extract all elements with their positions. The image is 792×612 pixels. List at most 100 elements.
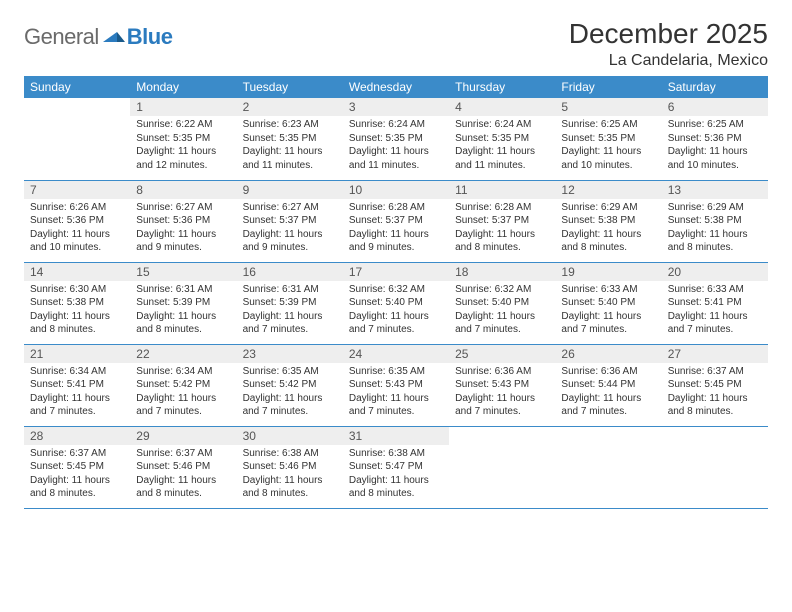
sunset-text: Sunset: 5:41 PM [668, 296, 762, 310]
sunrise-text: Sunrise: 6:35 AM [349, 365, 443, 379]
daylight-text: Daylight: 11 hours and 10 minutes. [561, 145, 655, 172]
day-cell: 2Sunrise: 6:23 AMSunset: 5:35 PMDaylight… [237, 98, 343, 180]
sunrise-text: Sunrise: 6:25 AM [561, 118, 655, 132]
day-body: Sunrise: 6:30 AMSunset: 5:38 PMDaylight:… [24, 281, 130, 341]
sunset-text: Sunset: 5:43 PM [455, 378, 549, 392]
sunset-text: Sunset: 5:43 PM [349, 378, 443, 392]
day-body: Sunrise: 6:33 AMSunset: 5:40 PMDaylight:… [555, 281, 661, 341]
sunset-text: Sunset: 5:45 PM [668, 378, 762, 392]
sunset-text: Sunset: 5:42 PM [243, 378, 337, 392]
sunrise-text: Sunrise: 6:28 AM [455, 201, 549, 215]
sunrise-text: Sunrise: 6:36 AM [455, 365, 549, 379]
logo: General Blue [24, 24, 172, 50]
header: General Blue December 2025 La Candelaria… [24, 18, 768, 70]
day-number: 18 [449, 263, 555, 281]
sunset-text: Sunset: 5:40 PM [455, 296, 549, 310]
day-cell: 13Sunrise: 6:29 AMSunset: 5:38 PMDayligh… [662, 180, 768, 262]
day-cell: 17Sunrise: 6:32 AMSunset: 5:40 PMDayligh… [343, 262, 449, 344]
day-number: 26 [555, 345, 661, 363]
day-cell: 5Sunrise: 6:25 AMSunset: 5:35 PMDaylight… [555, 98, 661, 180]
sunset-text: Sunset: 5:39 PM [136, 296, 230, 310]
day-cell: 29Sunrise: 6:37 AMSunset: 5:46 PMDayligh… [130, 426, 236, 508]
day-cell: 26Sunrise: 6:36 AMSunset: 5:44 PMDayligh… [555, 344, 661, 426]
daylight-text: Daylight: 11 hours and 7 minutes. [455, 310, 549, 337]
sunset-text: Sunset: 5:37 PM [455, 214, 549, 228]
sunrise-text: Sunrise: 6:31 AM [243, 283, 337, 297]
sunset-text: Sunset: 5:39 PM [243, 296, 337, 310]
daylight-text: Daylight: 11 hours and 7 minutes. [30, 392, 124, 419]
day-number: 5 [555, 98, 661, 116]
day-cell: 24Sunrise: 6:35 AMSunset: 5:43 PMDayligh… [343, 344, 449, 426]
sunset-text: Sunset: 5:36 PM [136, 214, 230, 228]
day-cell: 15Sunrise: 6:31 AMSunset: 5:39 PMDayligh… [130, 262, 236, 344]
day-cell: 28Sunrise: 6:37 AMSunset: 5:45 PMDayligh… [24, 426, 130, 508]
daylight-text: Daylight: 11 hours and 9 minutes. [349, 228, 443, 255]
day-body: Sunrise: 6:35 AMSunset: 5:43 PMDaylight:… [343, 363, 449, 423]
day-cell: 19Sunrise: 6:33 AMSunset: 5:40 PMDayligh… [555, 262, 661, 344]
sunrise-text: Sunrise: 6:38 AM [243, 447, 337, 461]
day-number: 23 [237, 345, 343, 363]
sunset-text: Sunset: 5:46 PM [243, 460, 337, 474]
weekday-header: Saturday [662, 76, 768, 98]
logo-text-general: General [24, 24, 99, 50]
day-cell [662, 426, 768, 508]
week-row: 28Sunrise: 6:37 AMSunset: 5:45 PMDayligh… [24, 426, 768, 508]
daylight-text: Daylight: 11 hours and 11 minutes. [349, 145, 443, 172]
day-body: Sunrise: 6:36 AMSunset: 5:43 PMDaylight:… [449, 363, 555, 423]
daylight-text: Daylight: 11 hours and 7 minutes. [243, 392, 337, 419]
sunrise-text: Sunrise: 6:27 AM [243, 201, 337, 215]
day-cell: 9Sunrise: 6:27 AMSunset: 5:37 PMDaylight… [237, 180, 343, 262]
day-number: 7 [24, 181, 130, 199]
day-cell: 23Sunrise: 6:35 AMSunset: 5:42 PMDayligh… [237, 344, 343, 426]
daylight-text: Daylight: 11 hours and 7 minutes. [349, 310, 443, 337]
week-row: 7Sunrise: 6:26 AMSunset: 5:36 PMDaylight… [24, 180, 768, 262]
daylight-text: Daylight: 11 hours and 8 minutes. [455, 228, 549, 255]
sunset-text: Sunset: 5:42 PM [136, 378, 230, 392]
day-cell: 6Sunrise: 6:25 AMSunset: 5:36 PMDaylight… [662, 98, 768, 180]
day-cell: 8Sunrise: 6:27 AMSunset: 5:36 PMDaylight… [130, 180, 236, 262]
sunrise-text: Sunrise: 6:26 AM [30, 201, 124, 215]
sunset-text: Sunset: 5:35 PM [349, 132, 443, 146]
day-number: 1 [130, 98, 236, 116]
weekday-header: Sunday [24, 76, 130, 98]
sunset-text: Sunset: 5:45 PM [30, 460, 124, 474]
day-cell: 7Sunrise: 6:26 AMSunset: 5:36 PMDaylight… [24, 180, 130, 262]
sunrise-text: Sunrise: 6:37 AM [668, 365, 762, 379]
sunset-text: Sunset: 5:36 PM [30, 214, 124, 228]
sunset-text: Sunset: 5:40 PM [349, 296, 443, 310]
sunrise-text: Sunrise: 6:28 AM [349, 201, 443, 215]
daylight-text: Daylight: 11 hours and 8 minutes. [668, 392, 762, 419]
day-number: 25 [449, 345, 555, 363]
day-body: Sunrise: 6:27 AMSunset: 5:36 PMDaylight:… [130, 199, 236, 259]
day-number: 15 [130, 263, 236, 281]
day-number: 9 [237, 181, 343, 199]
sunrise-text: Sunrise: 6:35 AM [243, 365, 337, 379]
day-cell: 11Sunrise: 6:28 AMSunset: 5:37 PMDayligh… [449, 180, 555, 262]
day-cell [449, 426, 555, 508]
sunrise-text: Sunrise: 6:37 AM [30, 447, 124, 461]
day-number: 11 [449, 181, 555, 199]
day-number: 28 [24, 427, 130, 445]
day-number: 22 [130, 345, 236, 363]
day-body: Sunrise: 6:28 AMSunset: 5:37 PMDaylight:… [449, 199, 555, 259]
daylight-text: Daylight: 11 hours and 8 minutes. [243, 474, 337, 501]
daylight-text: Daylight: 11 hours and 7 minutes. [668, 310, 762, 337]
day-body: Sunrise: 6:37 AMSunset: 5:45 PMDaylight:… [24, 445, 130, 505]
day-number: 19 [555, 263, 661, 281]
sunrise-text: Sunrise: 6:38 AM [349, 447, 443, 461]
sunrise-text: Sunrise: 6:29 AM [561, 201, 655, 215]
daylight-text: Daylight: 11 hours and 11 minutes. [455, 145, 549, 172]
day-number: 21 [24, 345, 130, 363]
day-number: 31 [343, 427, 449, 445]
day-body: Sunrise: 6:38 AMSunset: 5:47 PMDaylight:… [343, 445, 449, 505]
day-number: 2 [237, 98, 343, 116]
sunset-text: Sunset: 5:46 PM [136, 460, 230, 474]
day-body: Sunrise: 6:37 AMSunset: 5:46 PMDaylight:… [130, 445, 236, 505]
day-number: 12 [555, 181, 661, 199]
day-number: 30 [237, 427, 343, 445]
sunset-text: Sunset: 5:38 PM [561, 214, 655, 228]
day-cell: 4Sunrise: 6:24 AMSunset: 5:35 PMDaylight… [449, 98, 555, 180]
day-body: Sunrise: 6:32 AMSunset: 5:40 PMDaylight:… [343, 281, 449, 341]
day-body: Sunrise: 6:35 AMSunset: 5:42 PMDaylight:… [237, 363, 343, 423]
day-body: Sunrise: 6:25 AMSunset: 5:36 PMDaylight:… [662, 116, 768, 176]
